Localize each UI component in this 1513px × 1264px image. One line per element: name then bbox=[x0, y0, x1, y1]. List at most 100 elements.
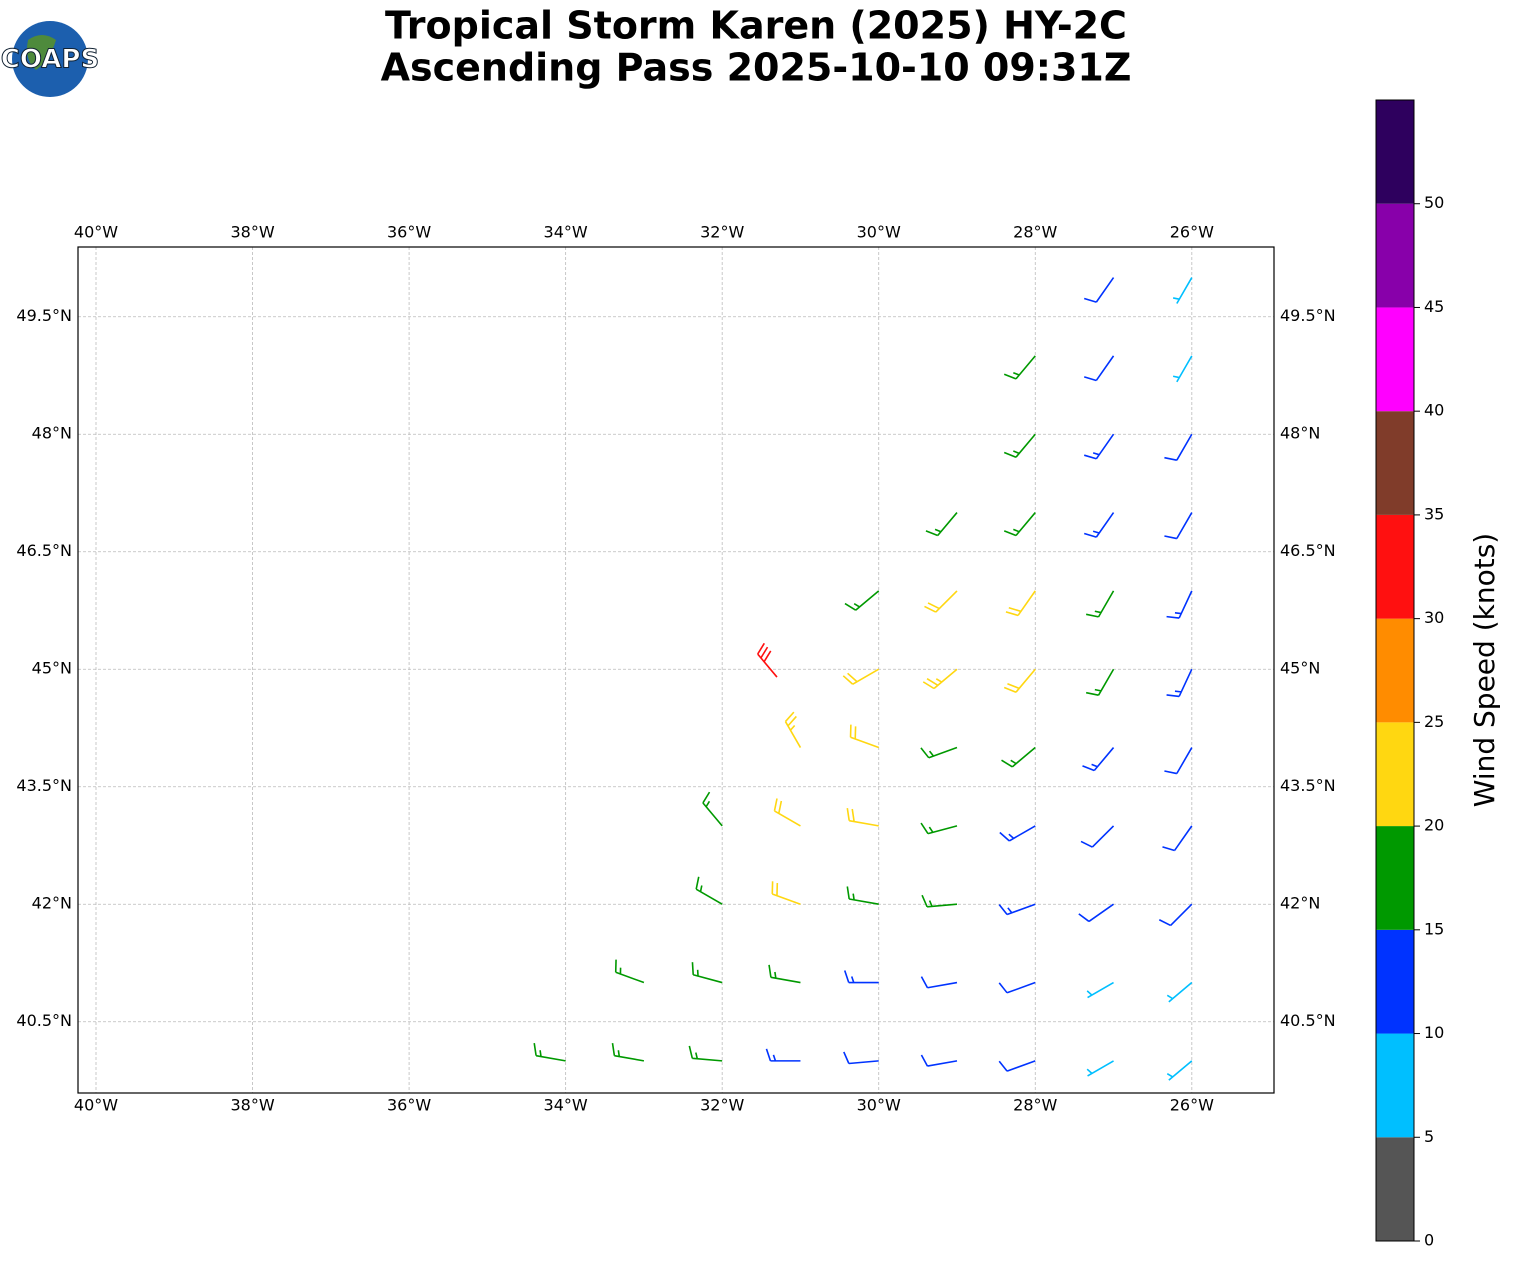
wind-barb bbox=[1001, 746, 1036, 768]
colorbar-bin bbox=[1376, 929, 1414, 1034]
wind-barb bbox=[1003, 668, 1036, 693]
wind-barb bbox=[843, 1051, 879, 1065]
y-tick-label: 45°N bbox=[32, 659, 72, 678]
wind-barb bbox=[922, 668, 958, 690]
wind-barb bbox=[1083, 277, 1115, 303]
colorbar-tick-label: 40 bbox=[1424, 401, 1444, 420]
wind-barb bbox=[1080, 825, 1115, 848]
colorbar-bin bbox=[1376, 1033, 1414, 1138]
x-tick-label: 30°W bbox=[857, 223, 901, 242]
y-tick-label: 40.5°N bbox=[16, 1011, 72, 1030]
x-tick-label: 26°W bbox=[1170, 1096, 1214, 1115]
colorbar-tick-label: 45 bbox=[1424, 297, 1444, 316]
wind-barb bbox=[849, 724, 879, 749]
y-tick-label: 40.5°N bbox=[1280, 1011, 1336, 1030]
colorbar-bin bbox=[1376, 100, 1414, 204]
x-tick-label: 32°W bbox=[700, 223, 744, 242]
x-tick-label: 34°W bbox=[544, 223, 588, 242]
colorbar-tick-label: 30 bbox=[1424, 608, 1444, 627]
plot-frame bbox=[77, 246, 1275, 1094]
chart-title: Tropical Storm Karen (2025) HY-2C bbox=[385, 4, 1127, 48]
wind-barb bbox=[695, 876, 723, 905]
chart-subtitle: Ascending Pass 2025-10-10 09:31Z bbox=[381, 46, 1132, 90]
wind-barb bbox=[1086, 1060, 1114, 1077]
colorbar-bin bbox=[1376, 307, 1414, 412]
colorbar-tick-label: 35 bbox=[1424, 504, 1444, 523]
wind-barb bbox=[768, 964, 801, 984]
wind-barb bbox=[924, 590, 958, 613]
colorbar-tick-label: 10 bbox=[1424, 1023, 1444, 1042]
wind-barb bbox=[1078, 903, 1114, 923]
y-tick-label: 45°N bbox=[1280, 659, 1320, 678]
wind-barb bbox=[1082, 747, 1115, 772]
x-tick-label: 32°W bbox=[700, 1096, 744, 1115]
wind-barb bbox=[784, 711, 802, 748]
wind-barb bbox=[1164, 433, 1193, 461]
wind-barb bbox=[920, 822, 958, 835]
wind-barb bbox=[1005, 590, 1036, 617]
wind-barb bbox=[1172, 355, 1193, 383]
x-tick-label: 34°W bbox=[544, 1096, 588, 1115]
wind-barb bbox=[1083, 433, 1115, 460]
wind-barb bbox=[844, 590, 880, 611]
colorbar-bin bbox=[1376, 722, 1414, 827]
wind-barb bbox=[1166, 590, 1193, 619]
colorbar-bin bbox=[1376, 618, 1414, 723]
wind-barb bbox=[1166, 1060, 1193, 1081]
wind-barb bbox=[1162, 825, 1193, 852]
wind-barb bbox=[925, 512, 958, 537]
wind-barb bbox=[842, 668, 880, 685]
y-tick-label: 49.5°N bbox=[1280, 306, 1336, 325]
wind-barb bbox=[1158, 903, 1193, 927]
wind-barb bbox=[1003, 433, 1036, 458]
y-tick-label: 42°N bbox=[1280, 894, 1320, 913]
wind-barb bbox=[1083, 355, 1115, 382]
wind-barb bbox=[920, 1054, 958, 1067]
wind-barb bbox=[1086, 981, 1114, 999]
x-tick-label: 40°W bbox=[74, 223, 118, 242]
colorbar-tick-label: 0 bbox=[1424, 1231, 1434, 1250]
wind-barb bbox=[1166, 981, 1193, 1003]
wind-barb bbox=[920, 976, 958, 989]
colorbar-bin bbox=[1376, 826, 1414, 930]
colorbar-bin bbox=[1376, 1137, 1414, 1241]
wind-barb bbox=[1172, 277, 1193, 304]
y-tick-label: 42°N bbox=[32, 894, 72, 913]
y-tick-label: 43.5°N bbox=[16, 776, 72, 795]
wind-barb bbox=[1085, 590, 1115, 618]
y-tick-label: 46.5°N bbox=[16, 541, 72, 560]
y-tick-label: 48°N bbox=[1280, 424, 1320, 443]
wind-barb bbox=[1003, 355, 1036, 380]
wind-barb bbox=[773, 798, 801, 827]
wind-barb bbox=[691, 962, 723, 984]
x-tick-label: 26°W bbox=[1170, 223, 1214, 242]
wind-barb bbox=[1164, 512, 1193, 540]
wind-barb bbox=[998, 1060, 1036, 1072]
wind-barb bbox=[1083, 512, 1115, 538]
colorbar-bin bbox=[1376, 411, 1414, 515]
colorbar-label: Wind Speed (knots) bbox=[1468, 533, 1501, 807]
wind-barb bbox=[843, 970, 879, 984]
wind-barb bbox=[1003, 512, 1036, 537]
y-tick-label: 49.5°N bbox=[16, 306, 72, 325]
x-tick-label: 38°W bbox=[230, 1096, 274, 1115]
wind-barb bbox=[702, 791, 723, 827]
y-tick-label: 48°N bbox=[32, 424, 72, 443]
x-tick-label: 28°W bbox=[1013, 223, 1057, 242]
x-tick-label: 36°W bbox=[387, 1096, 431, 1115]
wind-barb bbox=[846, 808, 879, 827]
colorbar-tick-label: 50 bbox=[1424, 193, 1444, 212]
wind-barb bbox=[765, 1048, 801, 1062]
colorbar-tick-label: 25 bbox=[1424, 712, 1444, 731]
colorbar-frame bbox=[1375, 99, 1415, 1242]
wind-barb bbox=[757, 642, 778, 678]
wind-barb bbox=[998, 981, 1036, 994]
x-tick-label: 38°W bbox=[230, 223, 274, 242]
wind-barb bbox=[920, 746, 958, 759]
colorbar-bin bbox=[1376, 514, 1414, 619]
wind-barb bbox=[771, 881, 801, 905]
colorbar-bin bbox=[1376, 203, 1414, 308]
colorbar-tick-label: 20 bbox=[1424, 816, 1444, 835]
colorbar-tick-label: 15 bbox=[1424, 919, 1444, 938]
